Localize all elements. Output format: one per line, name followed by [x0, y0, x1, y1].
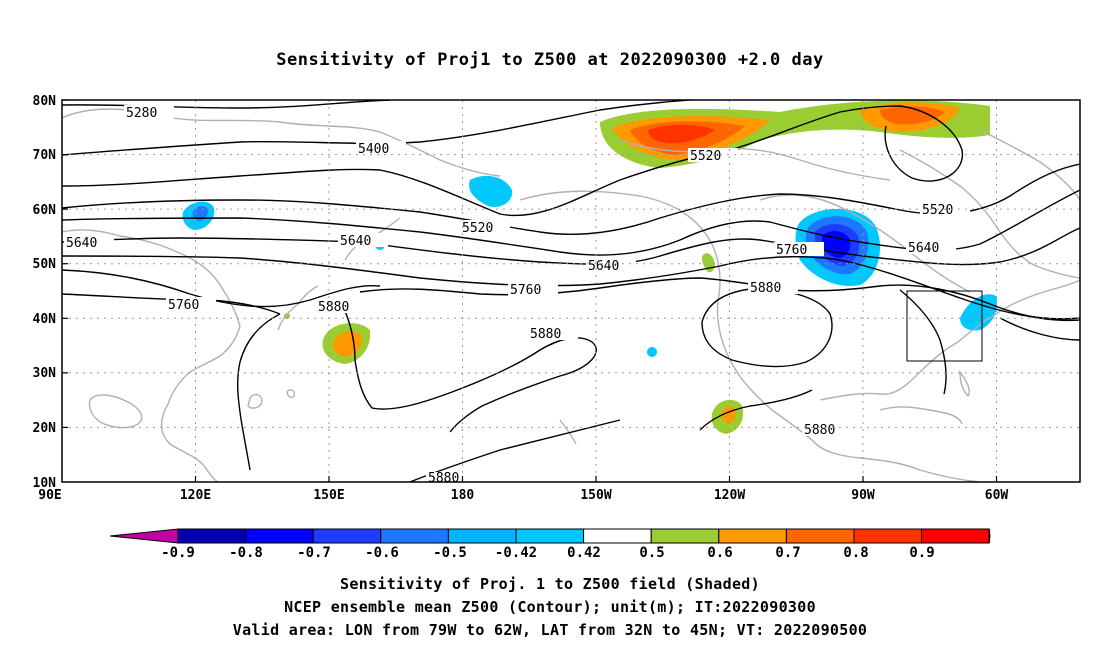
lat-label: 50N: [33, 257, 57, 272]
lon-label: 120E: [180, 488, 211, 503]
colorbar-label: -0.6: [365, 545, 399, 561]
colorbar-segment: [177, 528, 247, 544]
contour-label: 5640: [340, 234, 371, 249]
contour-label: 5760: [776, 243, 807, 258]
colorbar-segment: [853, 528, 923, 544]
colorbar: [109, 528, 991, 544]
valid-area-box: [906, 290, 983, 362]
contour-label: 5880: [804, 423, 835, 438]
lon-label: 120W: [714, 488, 745, 503]
contour-label: 5760: [168, 298, 199, 313]
caption-valid-area: Valid area: LON from 79W to 62W, LAT fro…: [232, 621, 868, 639]
contour-label: 5640: [908, 241, 939, 256]
colorbar-segment: [921, 528, 990, 544]
lat-label: 80N: [33, 94, 57, 109]
lon-label: 90E: [38, 488, 61, 503]
sensitivity-map: 5280 5400 5520 5520 5520 5640 5640 5640 …: [33, 94, 1081, 561]
coastlines: [62, 108, 1080, 482]
plot-frame: [61, 99, 1081, 483]
contour-label: 5880: [428, 471, 459, 486]
caption-shaded: Sensitivity of Proj. 1 to Z500 field (Sh…: [340, 575, 760, 593]
lon-label: 60W: [985, 488, 1009, 503]
colorbar-label: -0.42: [495, 545, 537, 561]
colorbar-segment: [380, 528, 449, 544]
contour-label: 5520: [922, 203, 953, 218]
lat-label: 20N: [33, 421, 57, 436]
colorbar-label: 0.8: [843, 545, 868, 561]
colorbar-label: -0.8: [229, 545, 263, 561]
colorbar-segment: [650, 528, 720, 544]
lat-label: 30N: [33, 366, 57, 381]
colorbar-segment: [718, 528, 787, 544]
colorbar-arrow-high: [988, 528, 991, 544]
contour-label: 5880: [530, 327, 561, 342]
contour-label: 5880: [750, 281, 781, 296]
lon-label: 150W: [580, 488, 611, 503]
colorbar-label: -0.5: [433, 545, 467, 561]
contour-label: 5400: [358, 142, 389, 157]
colorbar-label: 0.6: [707, 545, 732, 561]
lat-label: 60N: [33, 203, 57, 218]
lon-labels: 90E 120E 150E 180 150W 120W 90W 60W: [38, 488, 1008, 503]
colorbar-labels: -0.9 -0.8 -0.7 -0.6 -0.5 -0.42 0.42 0.5 …: [161, 545, 935, 561]
colorbar-arrow-low: [109, 528, 179, 544]
colorbar-segment: [515, 528, 585, 544]
graticule: [62, 100, 1080, 482]
contour-label: 5880: [318, 300, 349, 315]
lat-labels: 80N 70N 60N 50N 40N 30N 20N 10N: [33, 94, 57, 491]
lon-label: 150E: [313, 488, 344, 503]
contour-label: 5520: [690, 149, 721, 164]
lon-label: 90W: [851, 488, 875, 503]
contour-label: 5640: [66, 236, 97, 251]
colorbar-segment: [245, 528, 314, 544]
lat-label: 40N: [33, 312, 57, 327]
z500-contours: [62, 100, 1080, 482]
colorbar-label: 0.42: [567, 545, 601, 561]
colorbar-segment: [312, 528, 382, 544]
colorbar-segment: [447, 528, 517, 544]
colorbar-label: 0.5: [639, 545, 664, 561]
contour-label: 5520: [462, 221, 493, 236]
colorbar-segment: [785, 528, 855, 544]
lon-label: 180: [451, 488, 475, 503]
colorbar-label: -0.9: [161, 545, 195, 561]
map-title: Sensitivity of Proj1 to Z500 at 20220903…: [276, 50, 824, 70]
colorbar-label: 0.9: [909, 545, 934, 561]
caption-contour: NCEP ensemble mean Z500 (Contour); unit(…: [284, 598, 816, 616]
contour-label: 5640: [588, 259, 619, 274]
axis-ticks: [62, 99, 998, 482]
contour-label: 5760: [510, 283, 541, 298]
contour-labels: 5280 5400 5520 5520 5520 5640 5640 5640 …: [64, 105, 970, 486]
colorbar-segment: [583, 528, 652, 544]
lat-label: 70N: [33, 148, 57, 163]
contour-label: 5280: [126, 106, 157, 121]
lat-label: 10N: [33, 476, 57, 491]
colorbar-label: 0.7: [775, 545, 800, 561]
colorbar-label: -0.7: [297, 545, 331, 561]
